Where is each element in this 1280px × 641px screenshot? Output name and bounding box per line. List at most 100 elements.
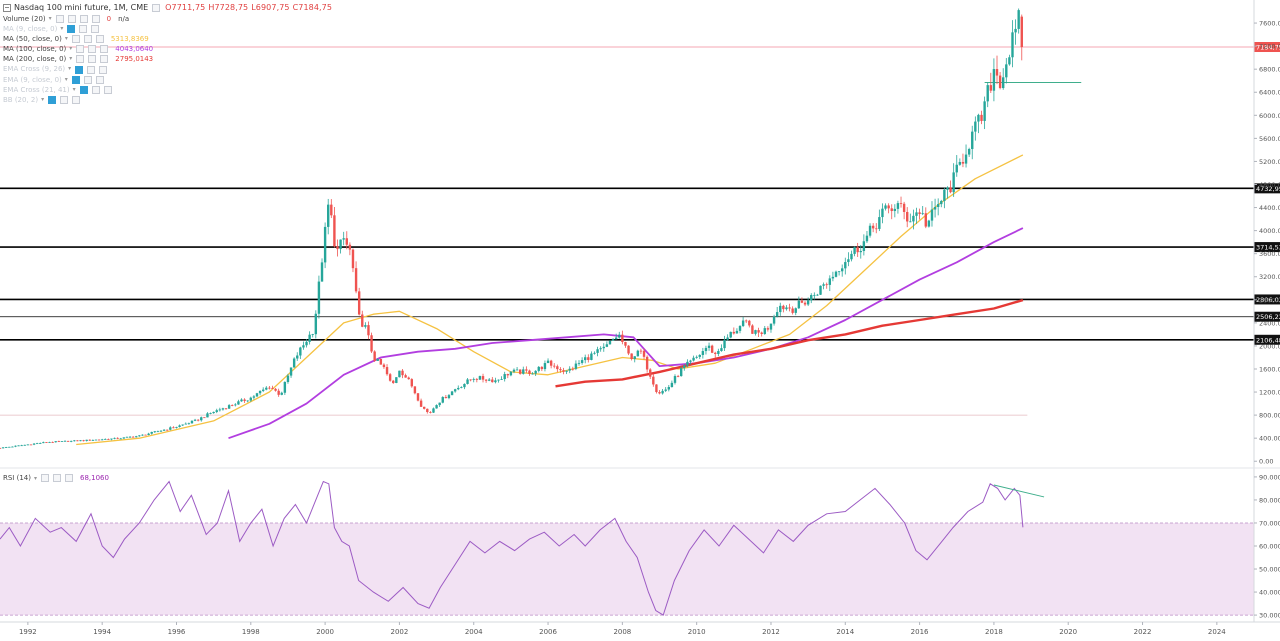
chevron-down-icon[interactable]: ▾ [69,55,73,63]
more-icon[interactable] [91,15,100,24]
close-icon[interactable] [100,45,109,54]
chevron-down-icon[interactable]: ▾ [64,35,68,43]
candle-body [906,211,909,222]
close-icon[interactable] [91,25,100,34]
indicator-row[interactable]: MA (50, close, 0) ▾ 5313,8369 [3,34,335,44]
candle-body [283,381,287,393]
price-tick-label: 7600.00 [1259,20,1280,28]
price-tick-label: 4000.00 [1259,227,1280,235]
candle-body [943,189,946,201]
indicator-row[interactable]: EMA Cross (9, 26) ▾ [3,64,335,74]
price-tick-label: 6800.00 [1259,66,1280,74]
candle-body [661,390,664,394]
candle-body [633,356,636,359]
close-icon[interactable] [64,474,73,482]
candle-body [351,249,355,269]
settings-icon[interactable] [60,95,69,104]
eye-icon[interactable] [55,15,64,24]
settings-icon[interactable] [83,35,92,44]
candle-body [234,404,237,406]
chevron-down-icon[interactable]: ▾ [60,25,64,33]
indicator-row[interactable]: MA (200, close, 0) ▾ 2795,0143 [3,54,335,64]
indicator-row[interactable]: EMA (9, close, 0) ▾ [3,75,335,85]
eye-icon[interactable] [67,25,76,34]
eye-icon[interactable] [40,474,49,482]
close-icon[interactable] [99,65,108,74]
close-icon[interactable] [72,95,81,104]
candle-body [435,405,438,409]
eye-icon[interactable] [75,65,84,74]
eye-icon[interactable] [71,75,80,84]
candle-body [525,369,528,371]
candle-body [618,334,621,338]
indicator-row[interactable]: Volume (20) ▾ 0 n/a [3,14,335,24]
candle-body [738,326,742,331]
candle-body [447,395,451,399]
candle-body [224,408,228,410]
candle-body [689,360,692,362]
time-tick-label: 2010 [688,628,706,636]
indicator-row[interactable]: MA (100, close, 0) ▾ 4043,0640 [3,44,335,54]
close-icon[interactable] [103,85,112,94]
settings-icon[interactable] [87,65,96,74]
candle-body [243,399,246,401]
close-icon[interactable] [95,35,104,44]
chevron-down-icon[interactable]: ▾ [48,15,52,22]
candle-body [961,161,965,164]
close-icon[interactable] [95,75,104,84]
indicator-row[interactable]: EMA Cross (21, 41) ▾ [3,85,335,95]
eye-icon[interactable] [71,35,80,44]
candle-body [930,209,934,221]
candle-body [958,161,962,165]
candle-body [980,114,983,121]
ohlc-high: H7728,75 [208,2,249,12]
last-price-tag [1254,42,1280,53]
settings-icon[interactable] [88,45,97,54]
chevron-down-icon[interactable]: ▾ [68,65,72,73]
settings-icon[interactable] [83,75,92,84]
time-tick-label: 2018 [985,628,1003,636]
candle-body [1011,32,1014,58]
indicator-row[interactable]: MA (9, close, 0) ▾ [3,24,335,34]
eye-icon[interactable] [48,95,57,104]
settings-icon[interactable] [52,474,61,482]
candle-body [1002,77,1005,89]
settings-icon[interactable] [88,55,97,64]
candle-body [1014,28,1017,33]
candle-body [426,408,429,413]
candle-body [955,164,958,173]
settings-icon[interactable] [79,25,88,34]
candle-body [751,325,754,334]
chevron-down-icon[interactable]: ▾ [72,85,76,93]
candle-body [810,295,813,301]
close-icon[interactable] [100,55,109,64]
candle-body [66,440,70,442]
chevron-down-icon[interactable]: ▾ [69,45,73,53]
eye-icon[interactable] [79,85,88,94]
indicator-label: EMA Cross (9, 26) [3,65,66,74]
chevron-down-icon[interactable]: ▾ [64,75,68,83]
candle-body [302,345,305,348]
time-tick-label: 2022 [1134,628,1152,636]
candle-body [834,271,838,277]
chevron-down-icon[interactable]: ▾ [33,474,37,482]
candle-body [150,431,153,434]
collapse-icon[interactable] [3,4,11,12]
settings-icon[interactable] [152,4,161,12]
candle-body [946,187,949,190]
eye-icon[interactable] [76,55,85,64]
candle-body [209,413,212,414]
price-tick-label: 5600.00 [1259,135,1280,143]
candle-body [73,440,76,442]
candle-body [54,441,57,443]
indicator-row[interactable]: BB (20, 2) ▾ [3,95,335,105]
chevron-down-icon[interactable]: ▾ [41,95,45,103]
settings-icon[interactable] [67,15,76,24]
candle-body [113,437,116,439]
eye-icon[interactable] [76,45,85,54]
settings-icon[interactable] [91,85,100,94]
candle-body [76,440,79,442]
close-icon[interactable] [79,15,88,24]
price-tick-label: 2400.00 [1259,319,1280,327]
